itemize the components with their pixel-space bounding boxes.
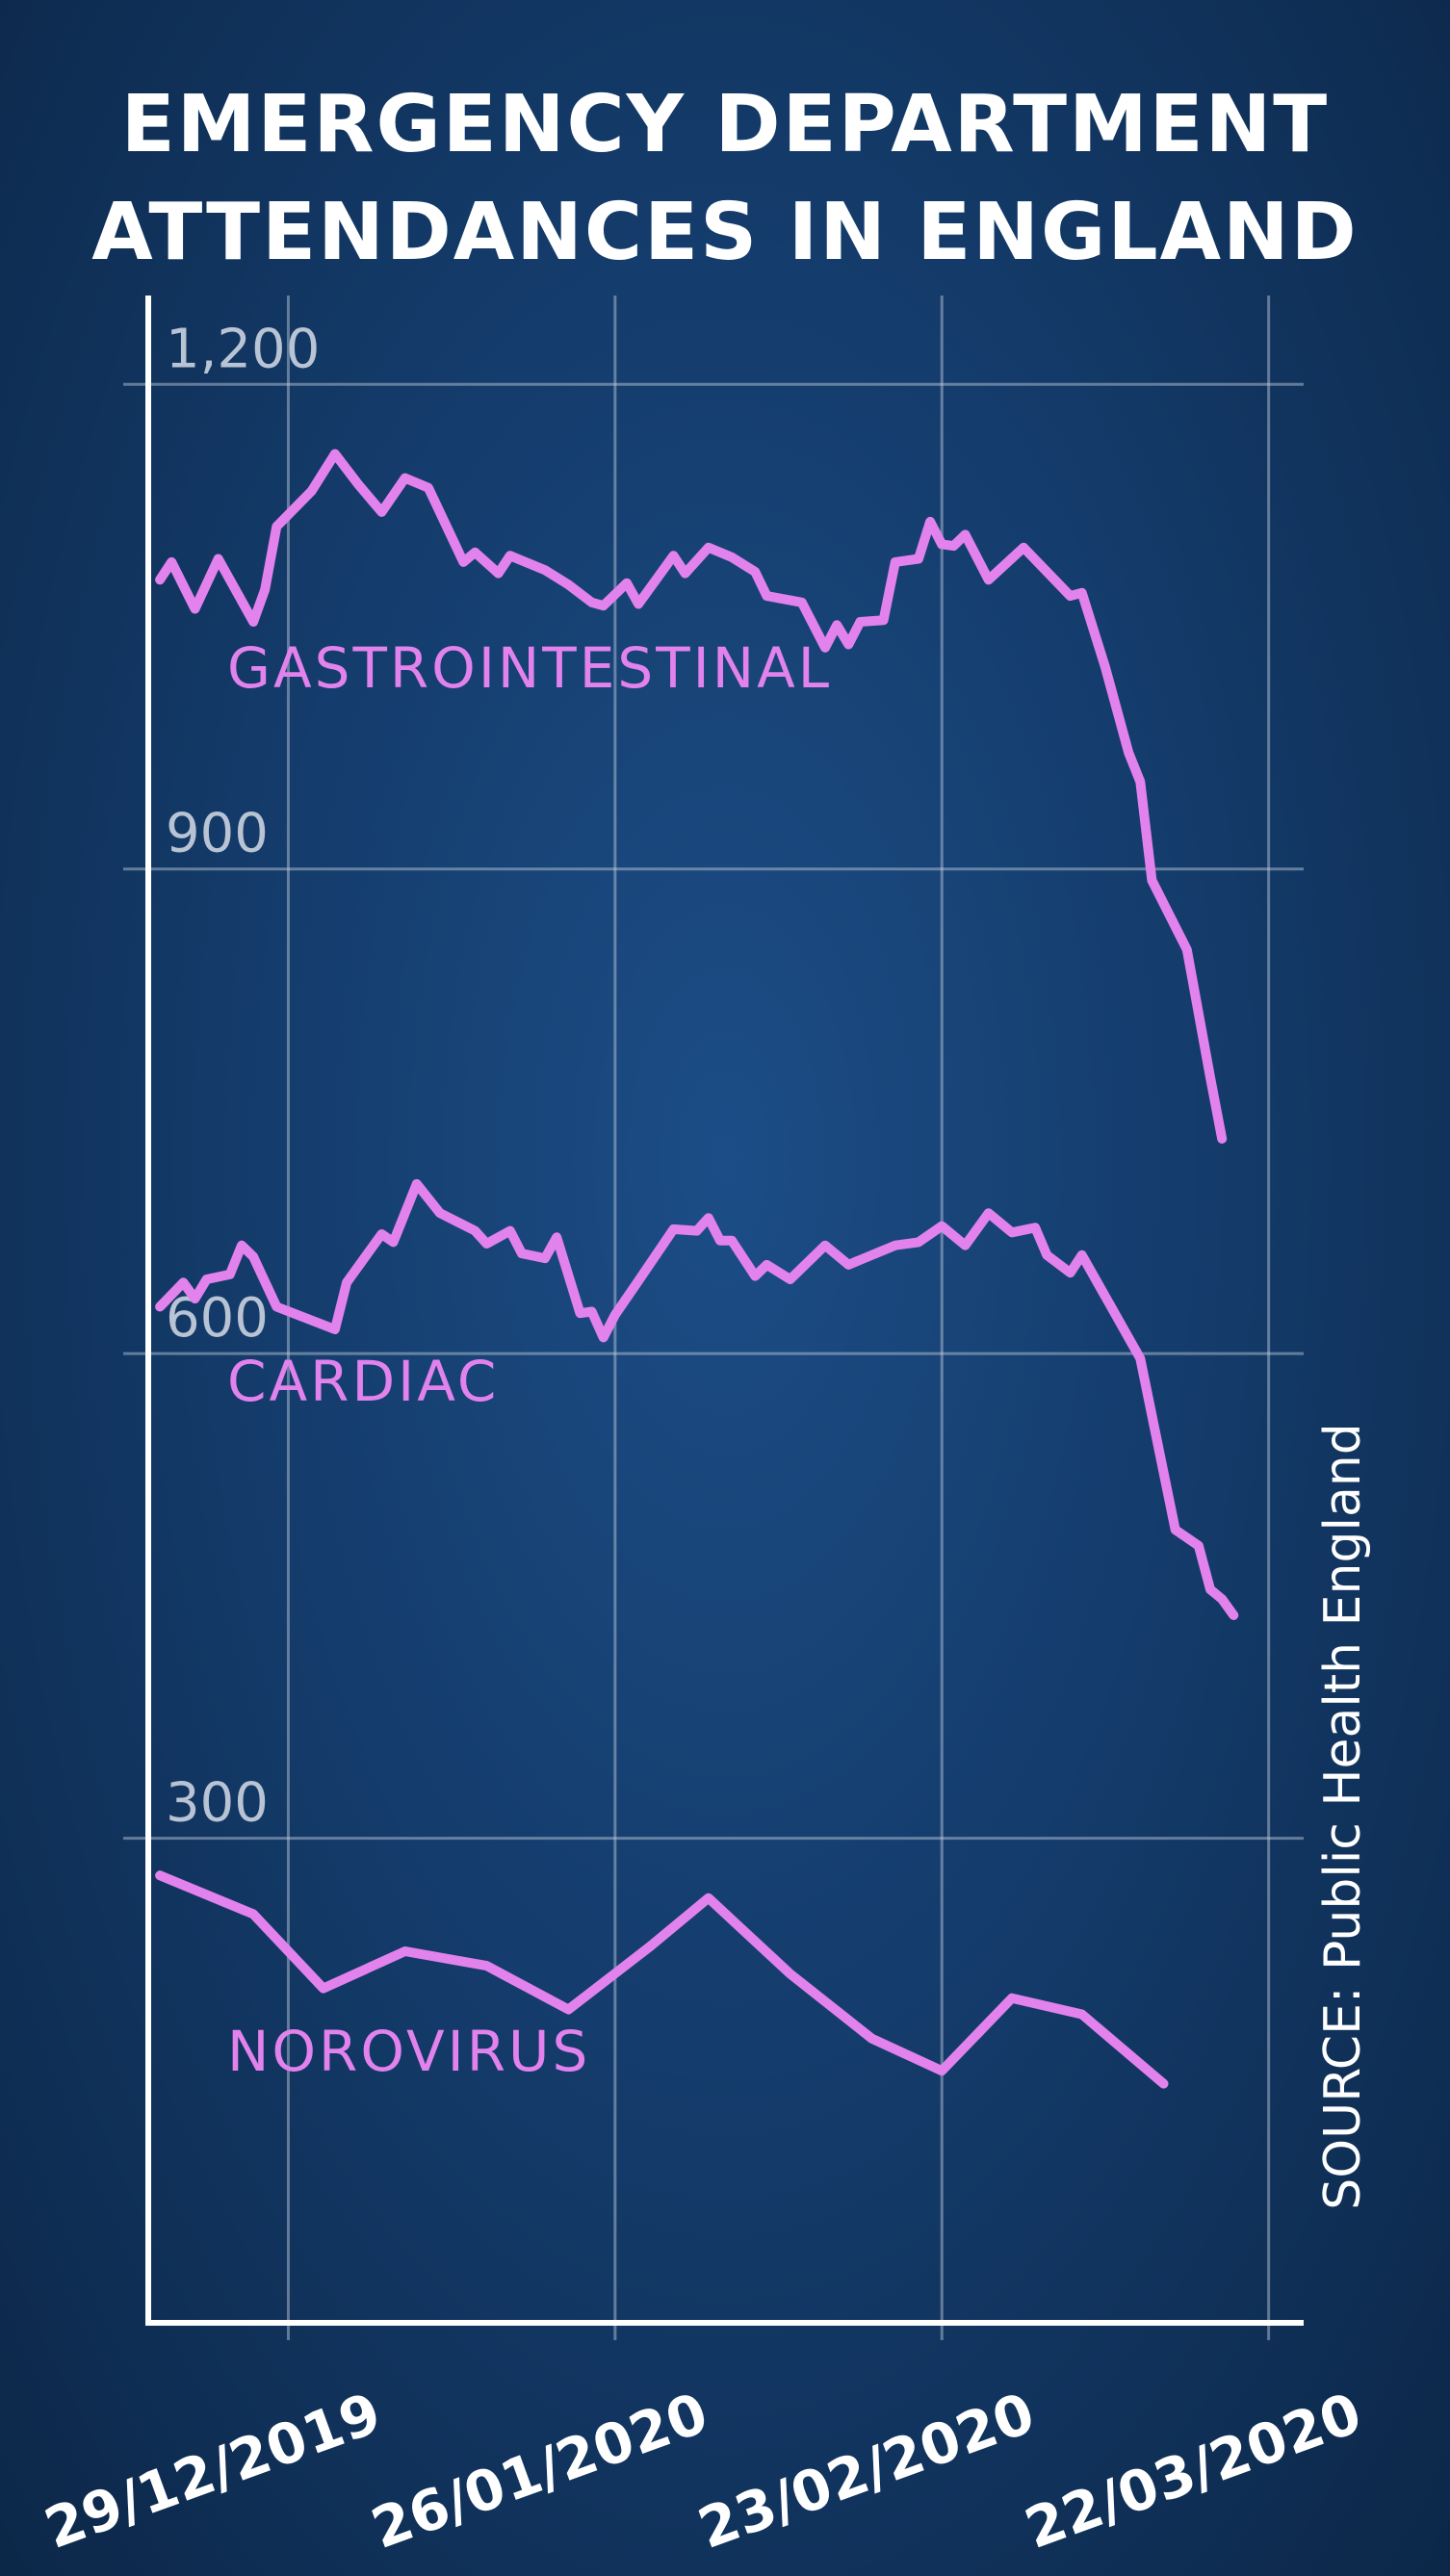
y-tick-label: 600 xyxy=(166,1287,269,1350)
source-note: SOURCE: Public Health England xyxy=(1314,1423,1372,2210)
series-line xyxy=(155,1870,1169,2089)
series-line xyxy=(155,449,1228,1144)
x-tick-label: 29/12/2019 xyxy=(37,2380,389,2562)
series-label: NOROVIRUS xyxy=(227,2019,590,2084)
y-tick-label: 1,200 xyxy=(166,318,320,380)
y-tick-label: 900 xyxy=(166,803,269,865)
x-tick-label: 23/02/2020 xyxy=(690,2380,1043,2562)
series-label: CARDIAC xyxy=(227,1349,499,1414)
series-line xyxy=(155,1178,1239,1620)
y-tick-label: 300 xyxy=(166,1772,269,1835)
chart-title: EMERGENCY DEPARTMENT ATTENDANCES IN ENGL… xyxy=(91,79,1359,278)
x-tick-label: 22/03/2020 xyxy=(1017,2380,1369,2562)
x-tick-label: 26/01/2020 xyxy=(363,2380,715,2562)
series-label: GASTROINTESTINAL xyxy=(227,635,832,701)
